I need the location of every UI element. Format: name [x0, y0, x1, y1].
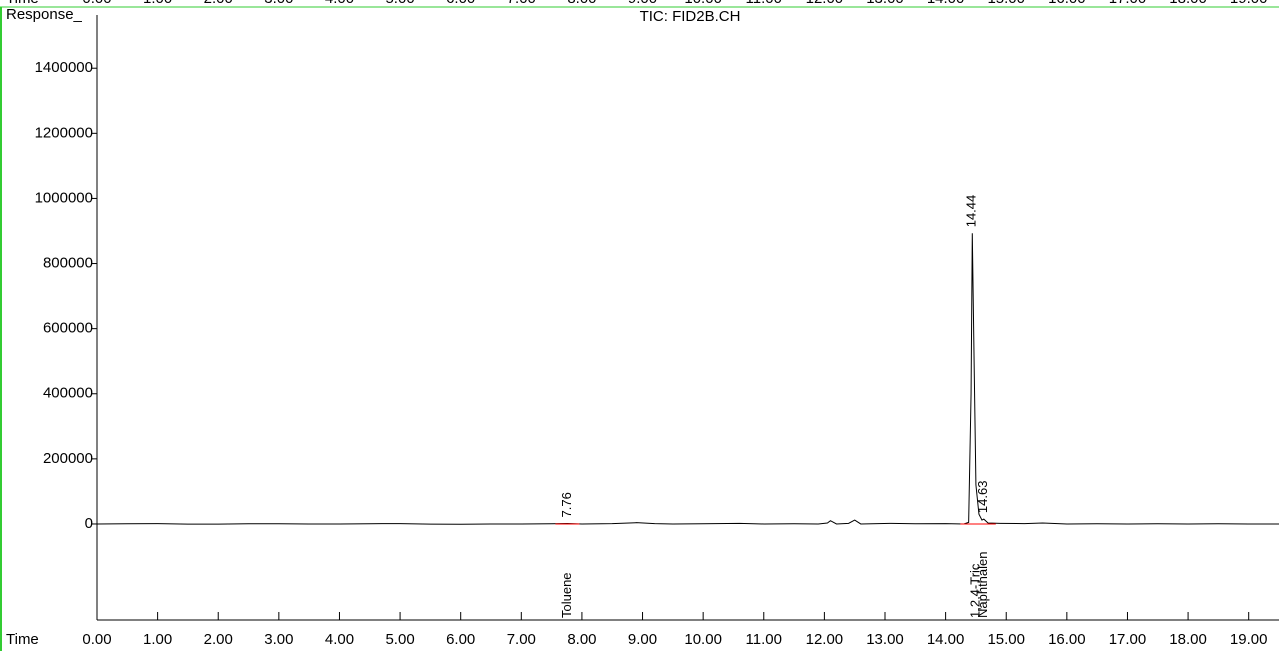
top-x-tick-label: 15.00 [987, 0, 1025, 7]
top-x-tick-label: 16.00 [1048, 0, 1086, 7]
x-tick-label: 13.00 [866, 631, 904, 648]
top-x-axis-label: Time [6, 0, 39, 7]
x-tick-label: 15.00 [987, 631, 1025, 648]
x-tick-label: 0.00 [82, 631, 111, 648]
x-tick-label: 5.00 [385, 631, 414, 648]
x-tick-label: 10.00 [684, 631, 722, 648]
y-tick-label: 0 [85, 515, 93, 532]
peak-rt-label: 7.76 [559, 492, 574, 517]
y-tick-label: 600000 [43, 320, 93, 337]
top-x-tick-label: 17.00 [1109, 0, 1147, 7]
x-tick-label: 8.00 [567, 631, 596, 648]
top-x-tick-label: 6.00 [446, 0, 475, 7]
top-x-tick-label: 13.00 [866, 0, 904, 7]
y-tick-label: 1200000 [35, 124, 93, 141]
y-tick-label: 1000000 [35, 189, 93, 206]
trace [96, 233, 1279, 525]
x-tick-label: 16.00 [1048, 631, 1086, 648]
top-x-tick-label: 4.00 [325, 0, 354, 7]
top-x-tick-label: 7.00 [507, 0, 536, 7]
x-tick-label: 11.00 [746, 631, 782, 648]
peak-rt-label: 14.63 [975, 481, 990, 514]
compound-label: Naphthalen [975, 552, 990, 619]
x-tick-label: 17.00 [1109, 631, 1147, 648]
y-axis-label: Response_ [6, 6, 83, 23]
x-tick-label: 12.00 [806, 631, 844, 648]
x-tick-label: 9.00 [628, 631, 657, 648]
peak-rt-label: 14.44 [964, 195, 979, 228]
y-tick-label: 200000 [43, 450, 93, 467]
y-tick-label: 1400000 [35, 59, 93, 76]
compound-label: Toluene [559, 572, 574, 618]
top-x-tick-label: 2.00 [204, 0, 233, 7]
top-x-tick-label: 14.00 [927, 0, 965, 7]
x-tick-label: 1.00 [143, 631, 172, 648]
top-x-tick-label: 19.00 [1230, 0, 1268, 7]
top-x-tick-label: 18.00 [1169, 0, 1207, 7]
x-tick-label: 6.00 [446, 631, 475, 648]
chart-title: TIC: FID2B.CH [640, 8, 741, 25]
top-x-tick-label: 8.00 [567, 0, 596, 7]
top-x-tick-label: 12.00 [806, 0, 844, 7]
x-tick-label: 18.00 [1169, 631, 1207, 648]
x-tick-label: 7.00 [507, 631, 536, 648]
top-x-tick-label: 1.00 [143, 0, 172, 7]
compound-label: 1,2,4-Tric [968, 563, 983, 618]
top-x-tick-label: 9.00 [628, 0, 657, 7]
top-x-tick-label: 5.00 [385, 0, 414, 7]
x-tick-label: 3.00 [264, 631, 293, 648]
y-tick-label: 800000 [43, 255, 93, 272]
top-x-tick-label: 3.00 [264, 0, 293, 7]
x-tick-label: 14.00 [927, 631, 965, 648]
y-tick-label: 400000 [43, 385, 93, 402]
top-x-tick-label: 11.00 [746, 0, 782, 7]
x-tick-label: 19.00 [1230, 631, 1268, 648]
top-x-tick-label: 10.00 [684, 0, 722, 7]
x-tick-label: 4.00 [325, 631, 354, 648]
x-tick-label: 2.00 [204, 631, 233, 648]
top-x-tick-label: 0.00 [82, 0, 111, 7]
x-axis-label: Time [6, 631, 39, 648]
